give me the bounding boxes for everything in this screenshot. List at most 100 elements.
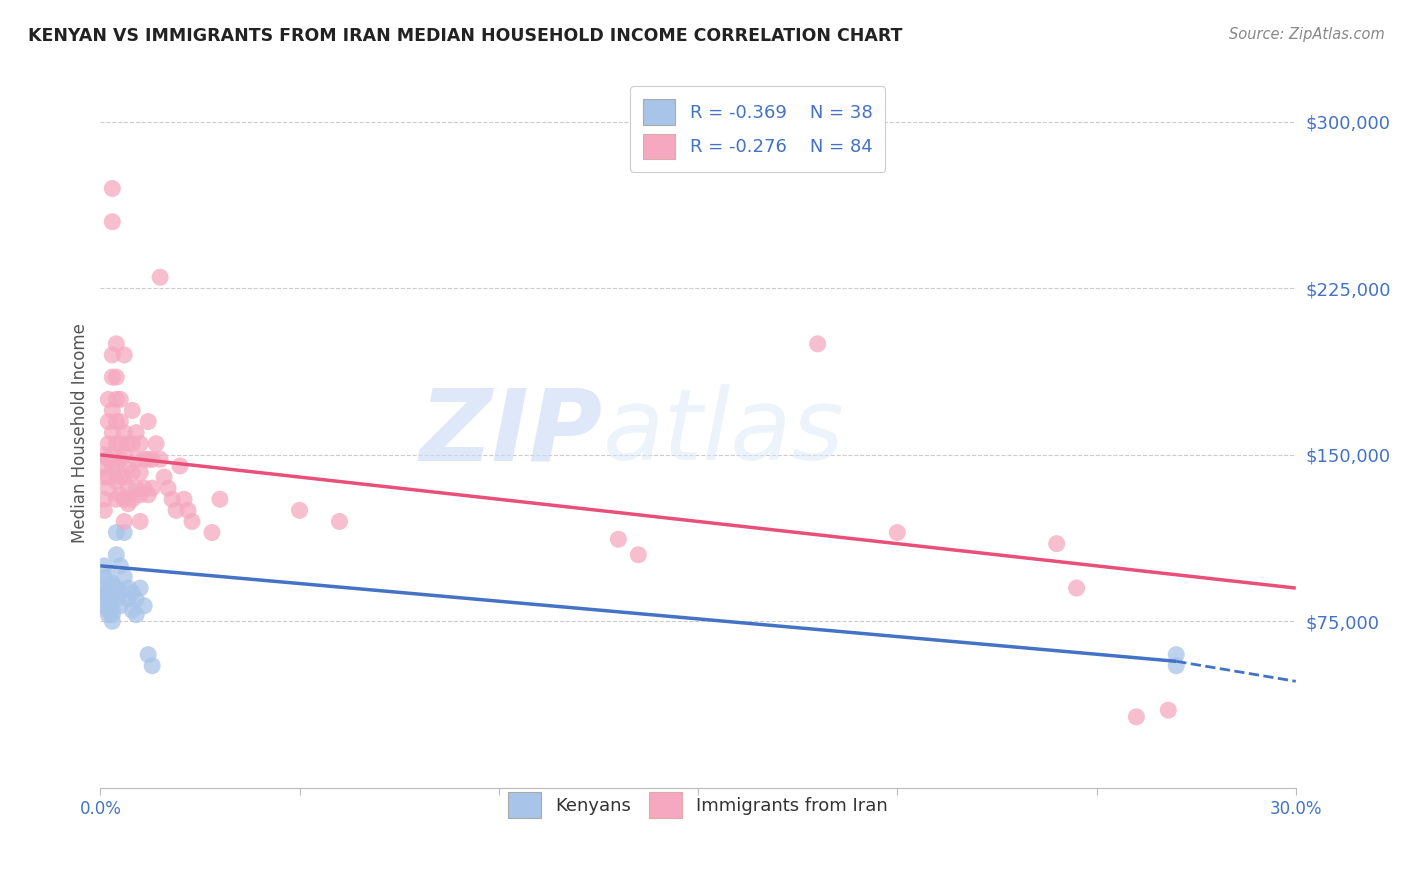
Point <box>169 458 191 473</box>
Point <box>101 215 124 229</box>
Point <box>136 488 159 502</box>
Point <box>93 503 115 517</box>
Point <box>208 492 231 507</box>
Point <box>136 415 159 429</box>
Point <box>125 452 148 467</box>
Point <box>149 452 172 467</box>
Text: KENYAN VS IMMIGRANTS FROM IRAN MEDIAN HOUSEHOLD INCOME CORRELATION CHART: KENYAN VS IMMIGRANTS FROM IRAN MEDIAN HO… <box>28 27 903 45</box>
Text: ZIP: ZIP <box>419 384 602 481</box>
Point <box>112 515 135 529</box>
Point <box>97 470 120 484</box>
Point <box>93 585 115 599</box>
Point <box>112 425 135 440</box>
Point <box>141 481 163 495</box>
Point <box>129 436 152 450</box>
Point <box>110 488 132 502</box>
Point <box>121 403 143 417</box>
Point <box>121 603 143 617</box>
Point <box>141 452 163 467</box>
Point <box>117 581 139 595</box>
Point <box>134 599 156 613</box>
Point <box>328 515 350 529</box>
Point <box>129 466 152 480</box>
Point <box>153 470 176 484</box>
Point <box>105 392 128 407</box>
Point <box>121 466 143 480</box>
Point <box>136 452 159 467</box>
Point <box>134 481 156 495</box>
Point <box>101 403 124 417</box>
Y-axis label: Median Household Income: Median Household Income <box>72 323 89 542</box>
Point <box>110 436 132 450</box>
Point <box>105 336 128 351</box>
Point <box>173 492 195 507</box>
Point <box>1166 648 1188 662</box>
Point <box>112 348 135 362</box>
Point <box>1166 658 1188 673</box>
Point <box>125 592 148 607</box>
Point <box>105 475 128 489</box>
Point <box>101 576 124 591</box>
Point <box>129 581 152 595</box>
Point <box>1125 710 1147 724</box>
Text: atlas: atlas <box>602 384 844 481</box>
Point <box>181 515 204 529</box>
Point <box>141 658 163 673</box>
Point <box>93 592 115 607</box>
Point <box>97 570 120 584</box>
Point <box>112 448 135 462</box>
Point <box>165 503 187 517</box>
Point <box>97 436 120 450</box>
Point <box>101 592 124 607</box>
Point <box>101 458 124 473</box>
Point <box>97 607 120 622</box>
Point <box>97 592 120 607</box>
Point <box>105 436 128 450</box>
Point <box>1066 581 1088 595</box>
Point <box>607 533 630 547</box>
Point <box>105 525 128 540</box>
Point <box>112 492 135 507</box>
Point <box>110 558 132 573</box>
Point <box>110 599 132 613</box>
Point <box>101 448 124 462</box>
Point <box>101 181 124 195</box>
Text: Source: ZipAtlas.com: Source: ZipAtlas.com <box>1229 27 1385 42</box>
Point <box>125 481 148 495</box>
Point <box>112 570 135 584</box>
Point <box>97 585 120 599</box>
Point <box>121 436 143 450</box>
Point <box>129 515 152 529</box>
Point <box>105 581 128 595</box>
Point <box>105 458 128 473</box>
Point <box>136 648 159 662</box>
Point <box>117 481 139 495</box>
Point <box>177 503 200 517</box>
Point <box>110 415 132 429</box>
Point <box>93 581 115 595</box>
Point <box>807 336 830 351</box>
Point <box>160 492 183 507</box>
Point <box>129 488 152 502</box>
Point <box>93 448 115 462</box>
Point <box>145 436 167 450</box>
Point <box>110 585 132 599</box>
Point <box>105 370 128 384</box>
Point <box>101 585 124 599</box>
Point <box>101 615 124 629</box>
Point <box>117 436 139 450</box>
Point <box>101 425 124 440</box>
Point <box>125 607 148 622</box>
Point <box>105 492 128 507</box>
Point <box>105 415 128 429</box>
Point <box>121 585 143 599</box>
Point <box>134 452 156 467</box>
Point <box>157 481 180 495</box>
Point <box>1157 703 1180 717</box>
Point <box>110 392 132 407</box>
Point <box>117 592 139 607</box>
Point <box>125 425 148 440</box>
Point <box>288 503 311 517</box>
Point <box>101 603 124 617</box>
Point <box>93 492 115 507</box>
